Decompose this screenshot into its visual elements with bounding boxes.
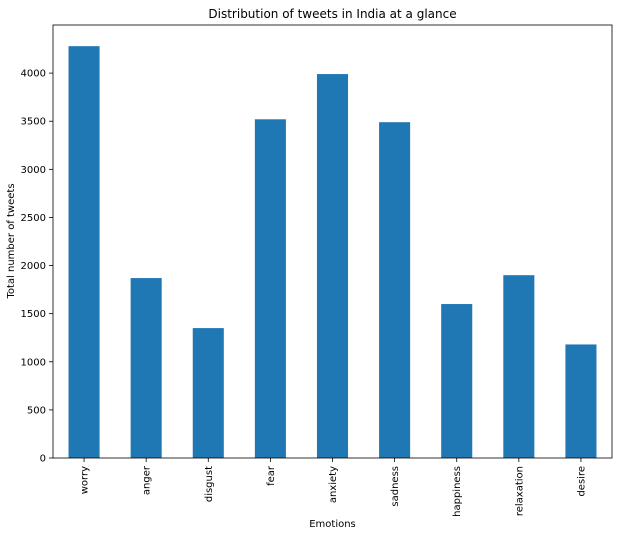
x-tick-label: anxiety (328, 466, 339, 503)
y-tick-label: 2500 (21, 213, 46, 224)
x-tick-label: sadness (390, 466, 401, 507)
y-tick-label: 4000 (21, 69, 46, 80)
chart-title: Distribution of tweets in India at a gla… (208, 7, 456, 21)
bar-happiness (441, 304, 473, 458)
y-tick-label: 3000 (21, 165, 46, 176)
bar-sadness (379, 122, 411, 458)
x-tick-label: disgust (204, 466, 215, 502)
bar-worry (68, 46, 100, 459)
bar-anxiety (316, 74, 349, 458)
y-axis-ticks: 0 500 1000 1500 2000 2500 3000 3500 4000 (21, 69, 53, 465)
bar-desire (565, 344, 597, 458)
bars-group (68, 46, 597, 459)
x-tick-label: anger (142, 465, 153, 495)
y-tick-label: 1000 (21, 357, 46, 368)
bar-disgust (192, 328, 224, 458)
y-tick-label: 0 (40, 454, 46, 465)
x-tick-label: happiness (452, 466, 463, 517)
x-tick-label: desire (576, 466, 587, 497)
bar-fear (254, 119, 286, 458)
bar-anger (130, 278, 162, 458)
y-axis-label: Total number of tweets (6, 183, 17, 299)
y-tick-label: 1500 (21, 309, 46, 320)
x-tick-label: relaxation (514, 466, 525, 516)
x-axis-ticks: worry anger disgust fear anxiety sadness happi… (80, 458, 587, 517)
plot-frame (52, 24, 613, 459)
y-tick-label: 2000 (21, 261, 46, 272)
x-tick-label: worry (80, 466, 91, 494)
bar-relaxation (503, 275, 535, 458)
x-tick-label: fear (266, 465, 277, 486)
y-tick-label: 3500 (21, 117, 46, 128)
y-tick-label: 500 (27, 405, 46, 416)
x-axis-label: Emotions (309, 519, 356, 530)
